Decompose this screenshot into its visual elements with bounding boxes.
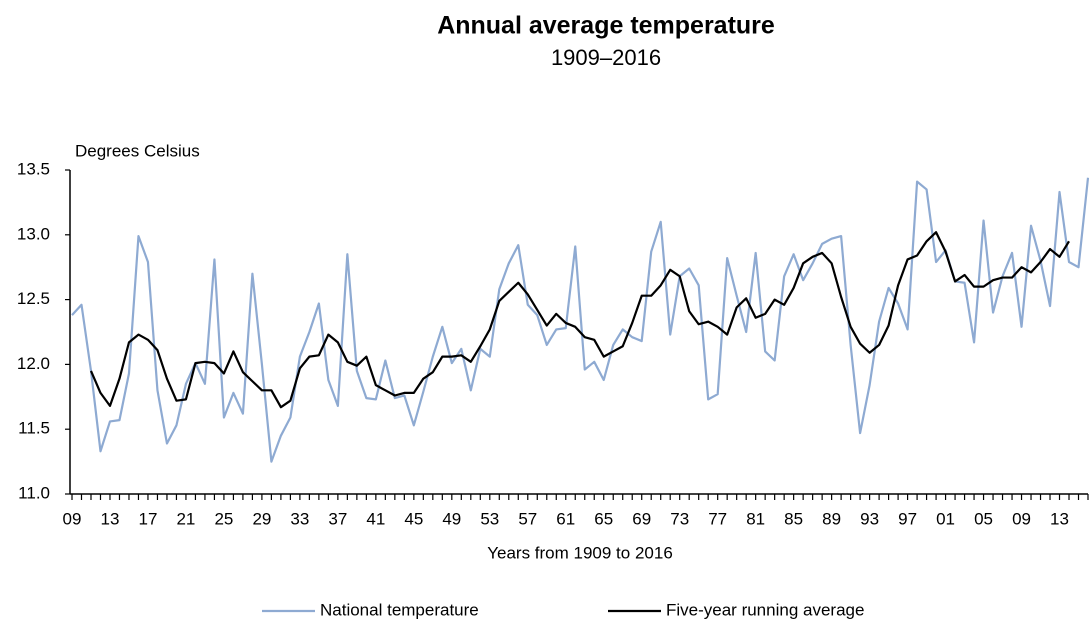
x-tick-label: 97 (898, 509, 917, 528)
x-tick-label: 25 (214, 509, 233, 528)
chart-title: Annual average temperature (437, 12, 775, 40)
x-tick-label: 65 (594, 509, 613, 528)
x-tick-label: 61 (556, 509, 575, 528)
x-tick-label: 69 (632, 509, 651, 528)
y-tick-label: 13.5 (17, 159, 50, 178)
x-tick-label: 41 (366, 509, 385, 528)
y-tick-label: 11.5 (18, 419, 50, 438)
x-tick-label: 53 (480, 509, 499, 528)
x-tick-label: 33 (290, 509, 309, 528)
x-axis-label: Years from 1909 to 2016 (487, 543, 673, 562)
x-tick-label: 85 (784, 509, 803, 528)
y-tick-label: 13.0 (17, 224, 50, 243)
x-tick-label: 29 (252, 509, 271, 528)
x-tick-label: 09 (63, 509, 82, 528)
x-tick-label: 05 (974, 509, 993, 528)
y-tick-label: 12.0 (17, 354, 50, 373)
chart-subtitle: 1909–2016 (551, 45, 661, 70)
x-tick-label: 77 (708, 509, 727, 528)
x-tick-label: 81 (746, 509, 765, 528)
x-tick-label: 37 (328, 509, 347, 528)
x-tick-label: 21 (176, 509, 195, 528)
x-tick-label: 57 (518, 509, 537, 528)
x-tick-label: 45 (404, 509, 423, 528)
x-tick-label: 93 (860, 509, 879, 528)
x-tick-label: 13 (101, 509, 120, 528)
x-tick-label: 13 (1050, 509, 1069, 528)
x-tick-label: 01 (936, 509, 955, 528)
series-line (89, 231, 1070, 409)
x-tick-label: 73 (670, 509, 689, 528)
legend-label: National temperature (320, 600, 479, 619)
x-tick-label: 89 (822, 509, 841, 528)
legend-label: Five-year running average (666, 600, 864, 619)
x-tick-label: 09 (1012, 509, 1031, 528)
x-tick-label: 49 (442, 509, 461, 528)
y-tick-label: 11.0 (18, 483, 50, 502)
y-tick-label: 12.5 (17, 289, 50, 308)
series-line (71, 177, 1089, 463)
x-tick-label: 17 (139, 509, 158, 528)
y-axis-label: Degrees Celsius (75, 141, 200, 160)
